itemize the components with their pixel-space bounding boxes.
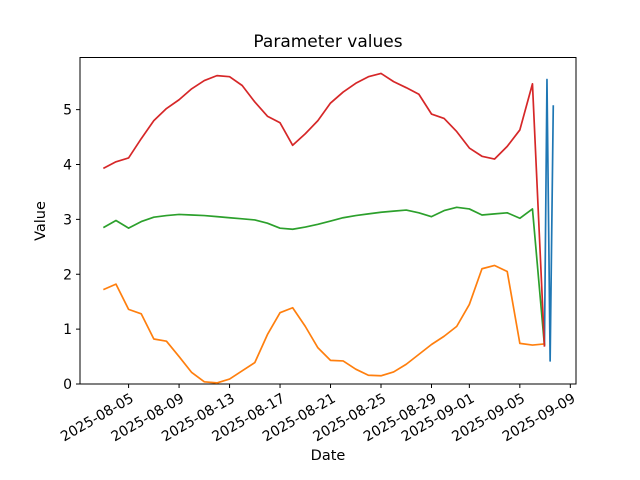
y-tick-label: 2 [63, 267, 72, 283]
x-axis-label: Date [311, 448, 346, 464]
chart-title: Parameter values [253, 32, 402, 52]
y-axis-label: Value [33, 201, 49, 241]
series-line-blue [543, 78, 555, 362]
series-line-green [102, 206, 546, 346]
y-tick-label: 5 [63, 103, 72, 119]
y-tick-label: 1 [63, 322, 72, 338]
series-line-orange [103, 264, 545, 384]
series-lines [102, 72, 555, 384]
series-line-red [102, 72, 546, 347]
plot-area-spines [79, 57, 577, 385]
x-axis-ticks: 2025-08-052025-08-092025-08-132025-08-17… [58, 384, 578, 445]
y-tick-label: 4 [63, 158, 72, 174]
y-tick-label: 0 [63, 377, 72, 393]
y-axis-ticks: 0 1 2 3 4 5 [63, 103, 80, 393]
y-tick-label: 3 [63, 212, 72, 228]
